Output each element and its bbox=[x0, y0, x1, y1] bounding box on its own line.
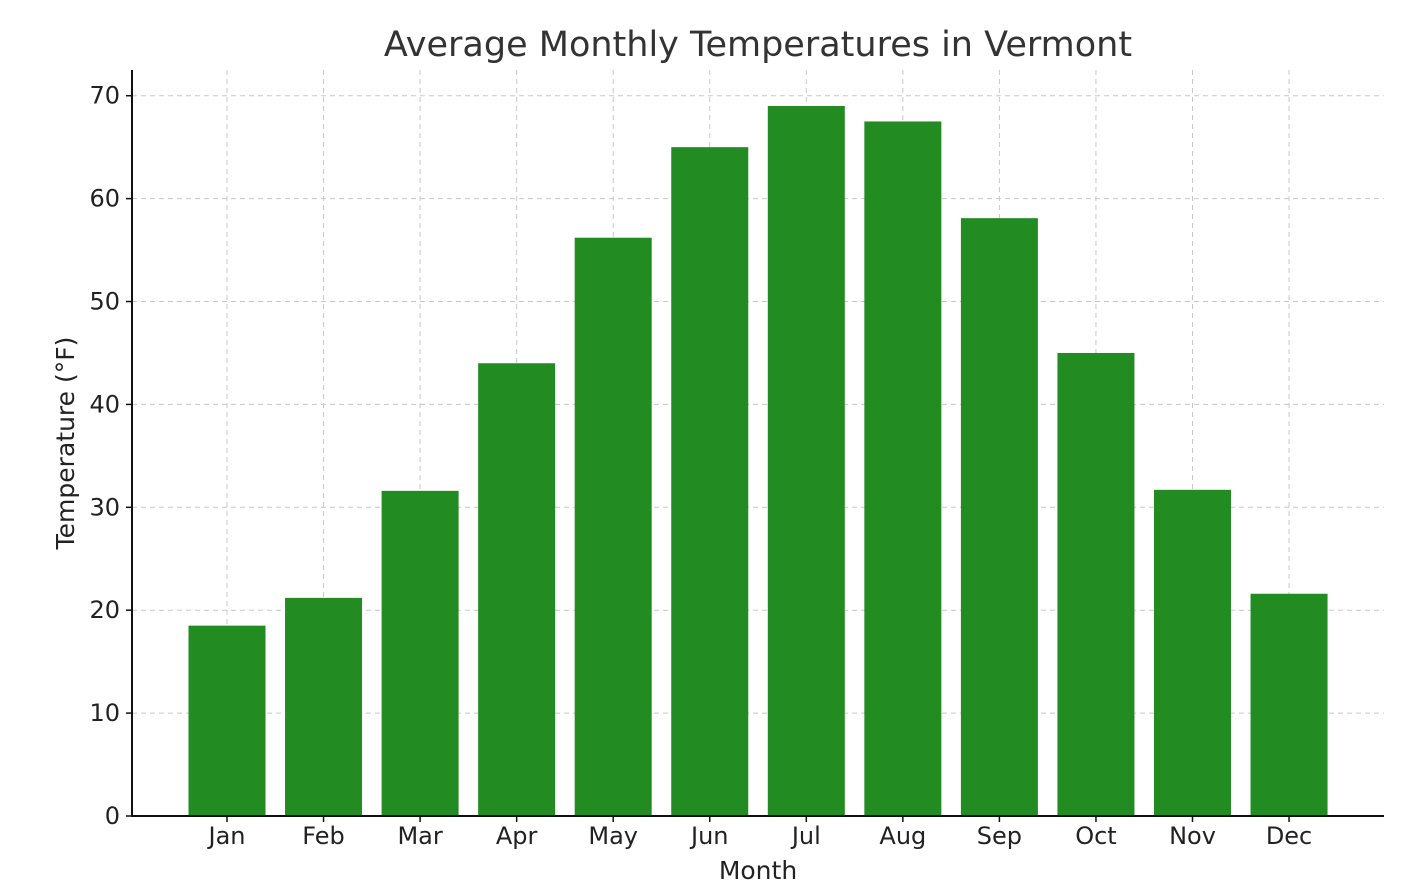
x-tick-label: Feb bbox=[302, 822, 345, 850]
chart-title: Average Monthly Temperatures in Vermont bbox=[384, 25, 1132, 65]
x-tick-label: Mar bbox=[397, 822, 442, 850]
bar-dec bbox=[1250, 593, 1328, 816]
bar-apr bbox=[478, 363, 556, 816]
x-tick-label: Oct bbox=[1075, 822, 1117, 850]
y-tick-label: 70 bbox=[89, 82, 120, 110]
bar-jan bbox=[188, 625, 266, 816]
bar-feb bbox=[285, 597, 363, 816]
bar-aug bbox=[864, 121, 942, 817]
bar-sep bbox=[960, 218, 1038, 817]
y-axis-label: Temperature (°F) bbox=[51, 337, 80, 551]
x-tick-label: Apr bbox=[496, 822, 538, 850]
x-tick-label: Sep bbox=[977, 822, 1022, 850]
x-tick-label: Nov bbox=[1169, 822, 1216, 850]
y-tick-label: 50 bbox=[89, 288, 120, 316]
x-tick-label: Jan bbox=[207, 822, 246, 850]
bars bbox=[188, 106, 1328, 817]
x-tick-label: May bbox=[588, 822, 638, 850]
y-tick-label: 10 bbox=[89, 699, 120, 727]
bar-nov bbox=[1154, 489, 1231, 816]
x-tick-label: Jul bbox=[790, 822, 821, 850]
y-tick-label: 30 bbox=[89, 493, 120, 521]
y-tick-label: 20 bbox=[89, 596, 120, 624]
tick-labels: 0 10 20 30 40 50 60 70 Jan Feb Mar Apr May Jun Jul Aug S… bbox=[89, 82, 1312, 850]
bar-jul bbox=[767, 106, 845, 816]
x-tick-label: Dec bbox=[1266, 822, 1312, 850]
axes bbox=[126, 70, 1384, 822]
y-tick-label: 0 bbox=[105, 802, 120, 830]
bar-jun bbox=[671, 147, 749, 816]
bar-mar bbox=[381, 490, 459, 816]
x-tick-label: Jun bbox=[689, 822, 729, 850]
bar-may bbox=[574, 237, 652, 816]
bar-oct bbox=[1057, 352, 1135, 816]
y-tick-label: 40 bbox=[89, 390, 120, 418]
x-axis-label: Month bbox=[719, 856, 797, 885]
y-tick-label: 60 bbox=[89, 185, 120, 213]
x-tick-label: Aug bbox=[879, 822, 926, 850]
